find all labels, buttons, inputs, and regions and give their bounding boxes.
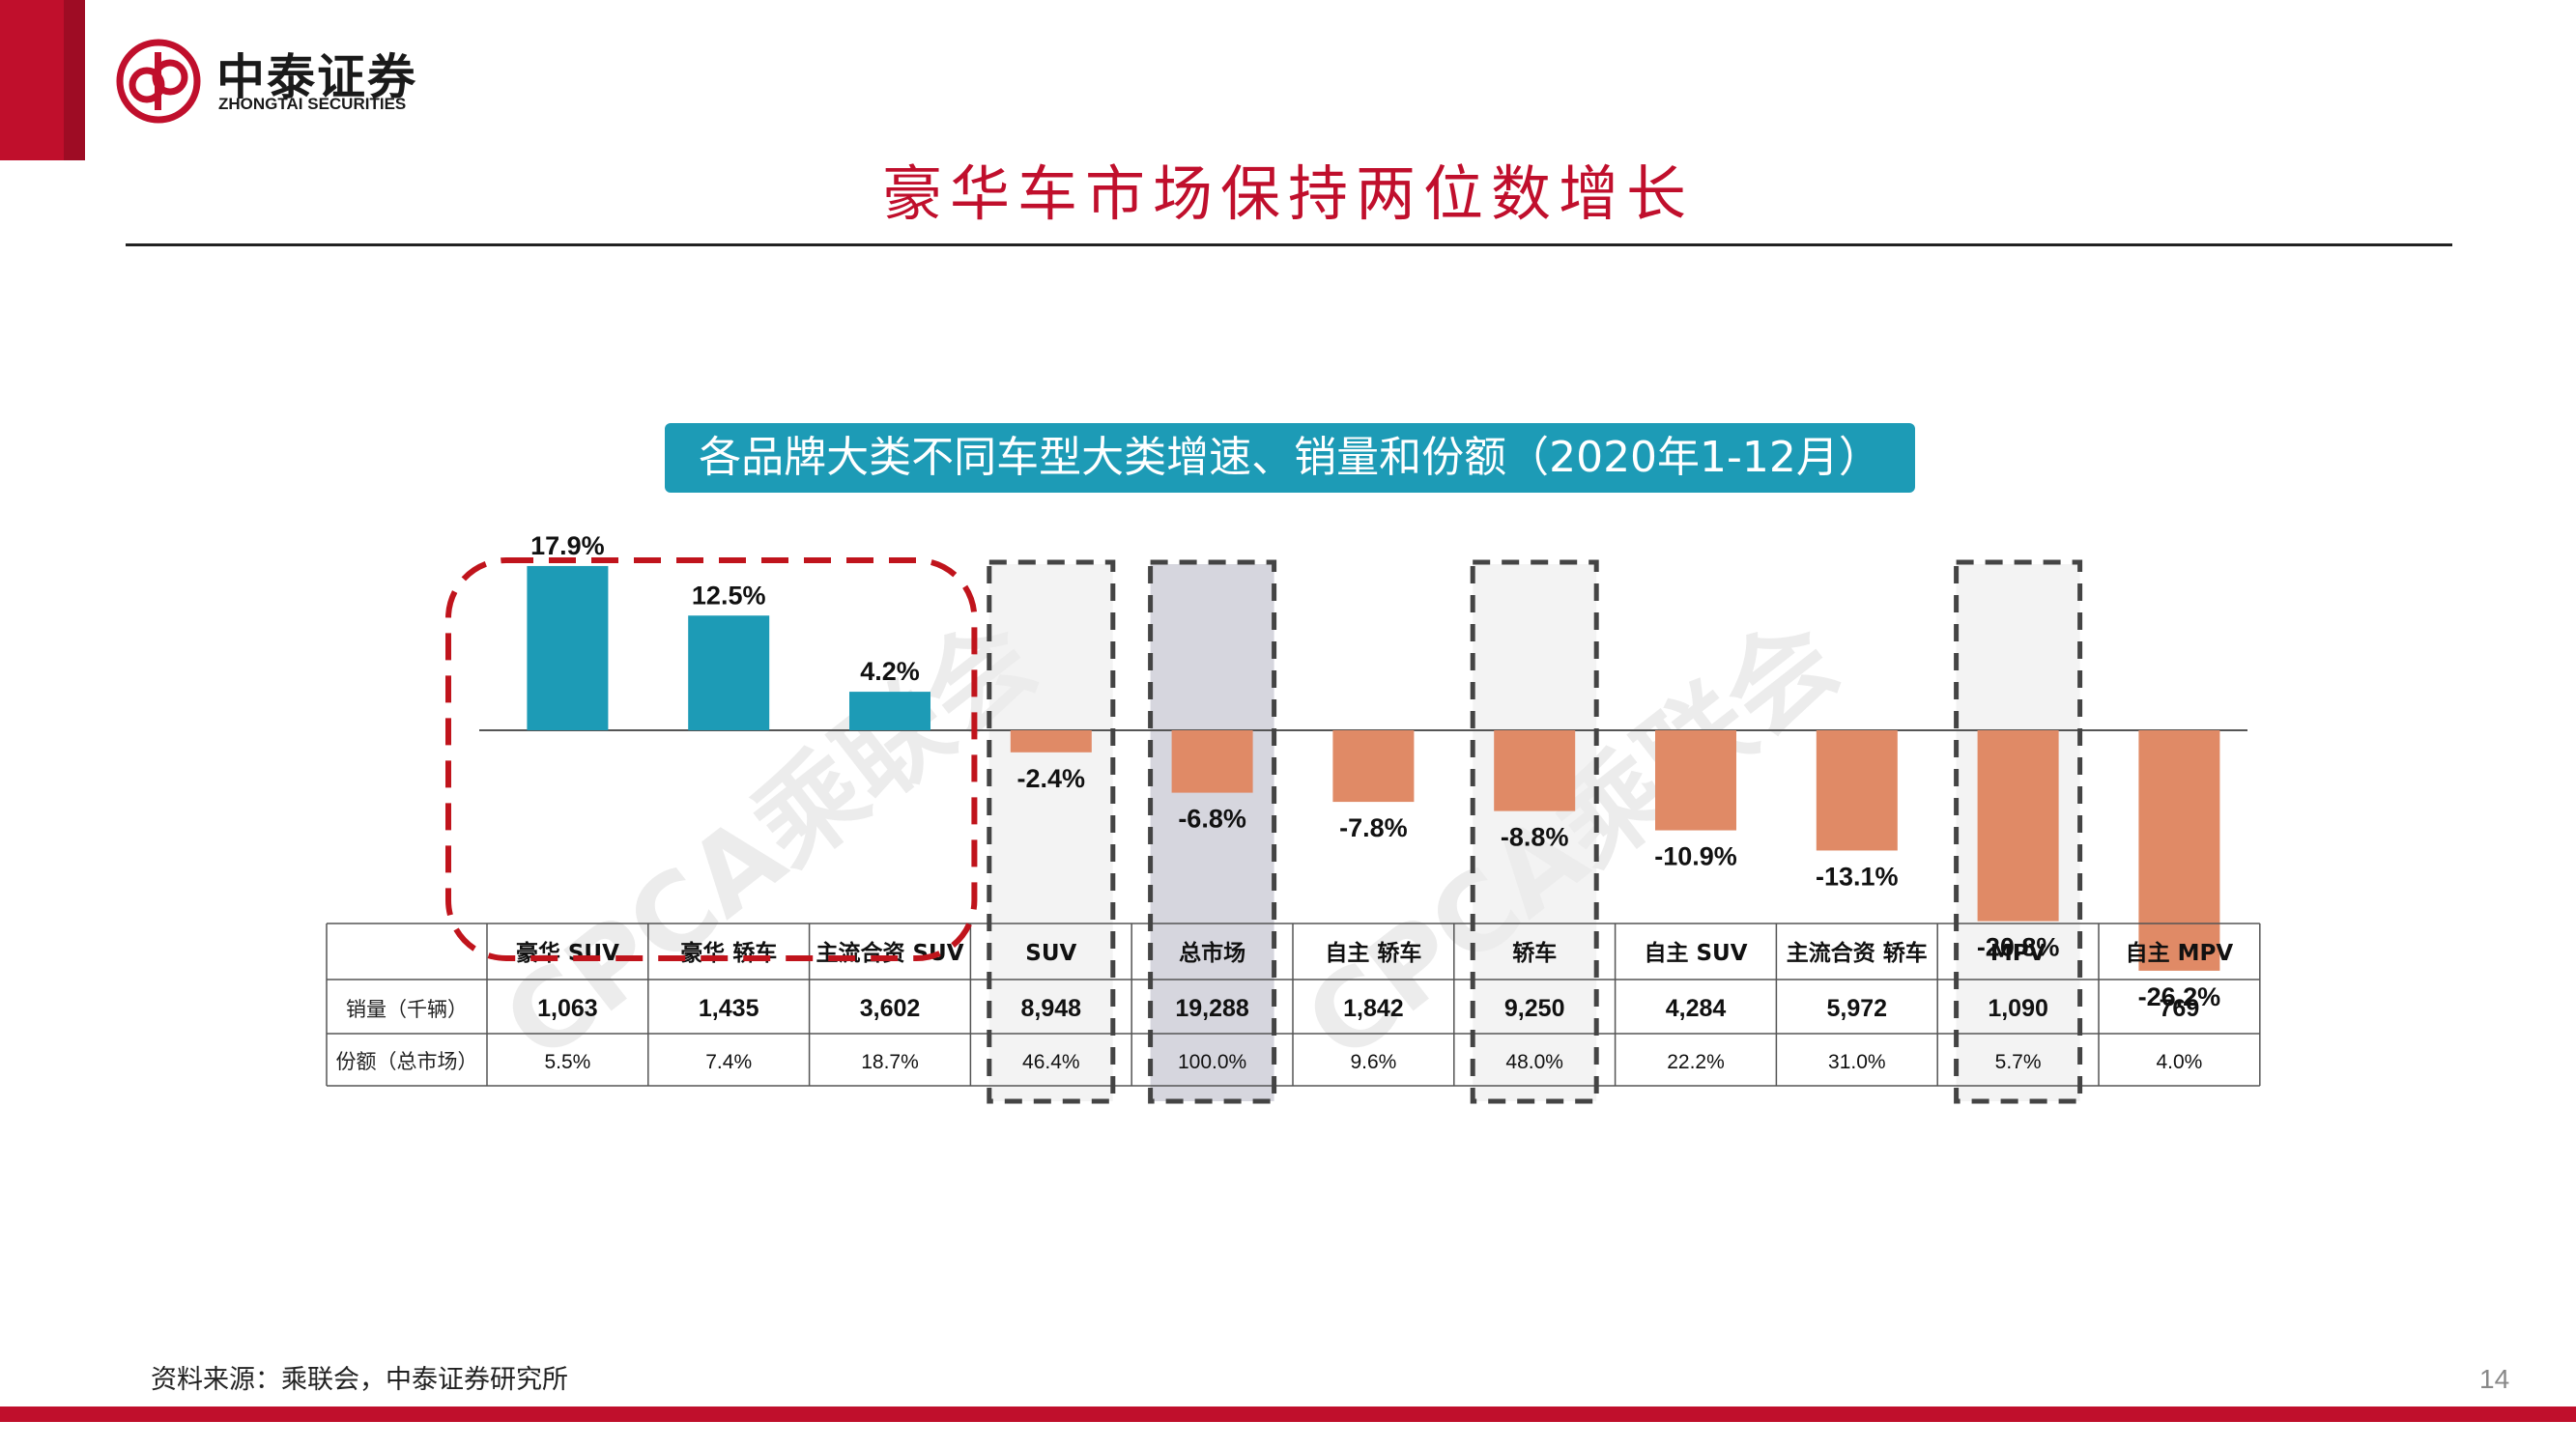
category-label-4: 总市场 — [1179, 940, 1245, 966]
sales-value-1: 1,435 — [699, 995, 759, 1022]
share-value-1: 7.4% — [705, 1051, 752, 1073]
sales-value-9: 1,090 — [1988, 995, 2048, 1022]
bar-5 — [1332, 730, 1415, 803]
row-label-1: 份额（总市场） — [336, 1050, 478, 1073]
bar-7 — [1655, 730, 1736, 831]
sales-value-0: 1,063 — [537, 995, 598, 1022]
category-label-6: 轿车 — [1512, 940, 1557, 966]
share-value-7: 22.2% — [1667, 1051, 1725, 1073]
bar-value-label-8: -13.1% — [1816, 862, 1899, 891]
sales-value-8: 5,972 — [1827, 995, 1888, 1022]
bar-1 — [688, 615, 770, 730]
highlight-box-3 — [987, 559, 1116, 1104]
row-label-0: 销量（千辆） — [346, 998, 468, 1021]
bar-2 — [849, 692, 930, 730]
bar-value-label-5: -7.8% — [1339, 813, 1408, 842]
bar-value-label-7: -10.9% — [1654, 842, 1737, 871]
category-label-0: 豪华 SUV — [516, 940, 619, 966]
share-value-5: 9.6% — [1350, 1051, 1396, 1073]
bar-9 — [1977, 730, 2059, 922]
sales-value-6: 9,250 — [1504, 995, 1565, 1022]
share-value-2: 18.7% — [861, 1051, 919, 1073]
brand-name-cn: 中泰证券 — [216, 49, 417, 105]
source-note: 资料来源：乘联会，中泰证券研究所 — [151, 1365, 568, 1395]
highlight-luxury-group — [445, 557, 978, 961]
sales-value-10: 769 — [2160, 995, 2200, 1022]
highlight-bg-6 — [1473, 564, 1597, 1101]
highlight-shade-4 — [1150, 564, 1274, 1101]
sales-value-3: 8,948 — [1021, 995, 1082, 1022]
bar-4 — [1171, 730, 1253, 793]
header-accent-bar-edge — [64, 0, 85, 160]
sales-value-5: 1,842 — [1343, 995, 1404, 1022]
category-label-1: 豪华 轿车 — [680, 940, 777, 966]
sales-value-7: 4,284 — [1666, 995, 1727, 1022]
category-label-8: 主流合资 轿车 — [1787, 940, 1928, 966]
bar-0 — [527, 565, 609, 730]
share-value-0: 5.5% — [544, 1051, 590, 1073]
brand-name-en: ZHONGTAI SECURITIES — [218, 95, 407, 113]
highlight-bg-3 — [988, 564, 1113, 1101]
page-title: 豪华车市场保持两位数增长 — [881, 158, 1694, 229]
bar-value-label-1: 12.5% — [692, 581, 766, 610]
highlight-box-4 — [1148, 559, 1277, 1104]
bar-3 — [1010, 730, 1092, 753]
footer-accent-bar — [0, 1406, 2576, 1422]
share-value-4: 100.0% — [1178, 1051, 1246, 1073]
sales-value-2: 3,602 — [860, 995, 921, 1022]
category-label-2: 主流合资 SUV — [816, 940, 963, 966]
category-label-10: 自主 MPV — [2126, 940, 2234, 966]
highlight-box-9 — [1954, 559, 2083, 1104]
bar-value-label-2: 4.2% — [860, 657, 920, 686]
share-value-8: 31.0% — [1828, 1051, 1886, 1073]
share-value-3: 46.4% — [1022, 1051, 1080, 1073]
bar-value-label-3: -2.4% — [1017, 764, 1086, 793]
bar-6 — [1494, 730, 1576, 811]
zhongtai-logo-icon — [116, 39, 201, 124]
category-label-3: SUV — [1025, 941, 1076, 966]
page-number: 14 — [2479, 1364, 2510, 1394]
share-value-6: 48.0% — [1505, 1051, 1563, 1073]
share-value-9: 5.7% — [1995, 1051, 2042, 1073]
category-label-7: 自主 SUV — [1644, 940, 1747, 966]
chart-title-banner: 各品牌大类不同车型大类增速、销量和份额（2020年1-12月） — [665, 423, 1915, 493]
sales-value-4: 19,288 — [1175, 995, 1249, 1022]
bar-value-label-10: -26.2% — [2138, 982, 2221, 1011]
category-label-5: 自主 轿车 — [1325, 940, 1421, 966]
bar-value-label-0: 17.9% — [530, 531, 605, 560]
bar-10 — [2138, 730, 2220, 971]
share-value-10: 4.0% — [2156, 1051, 2202, 1073]
category-label-9: MPV — [1990, 941, 2046, 966]
highlight-box-6 — [1470, 559, 1599, 1104]
bar-value-label-6: -8.8% — [1501, 823, 1569, 852]
bar-value-label-4: -6.8% — [1178, 805, 1246, 834]
bar-value-label-9: -20.8% — [1977, 933, 2060, 962]
brand-logo: 中泰证券 ZHONGTAI SECURITIES — [114, 37, 462, 124]
title-divider — [126, 243, 2452, 246]
bar-8 — [1816, 730, 1898, 851]
